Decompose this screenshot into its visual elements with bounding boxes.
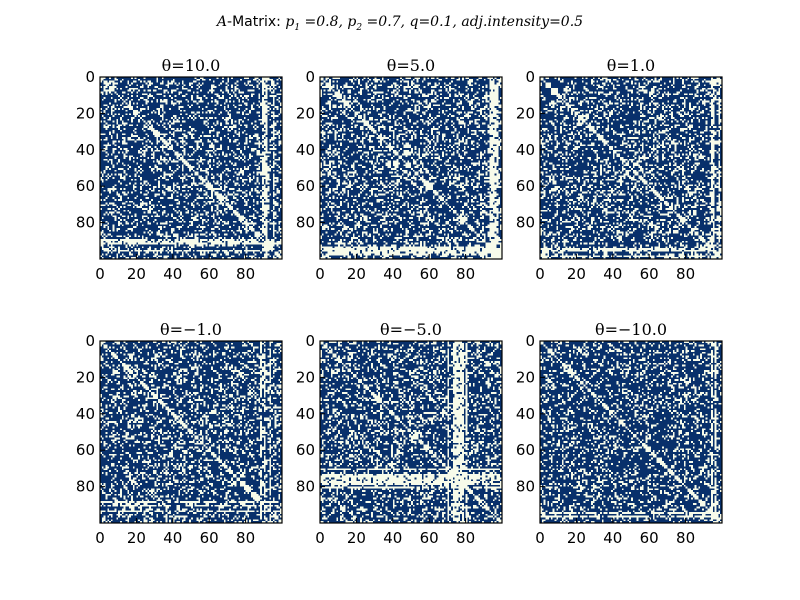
figure-title: A-Matrix: p1 =0.8, p2 =0.7, q=0.1, adj.i…	[215, 14, 583, 33]
x-tick-label: 20	[127, 529, 146, 547]
y-tick-label: 20	[76, 104, 95, 122]
x-tick-label: 80	[676, 265, 695, 283]
y-tick-label: 80	[516, 478, 535, 496]
x-tick-label: 60	[200, 265, 219, 283]
y-tick-label: 80	[76, 214, 95, 232]
title-param-value: =0.1,	[418, 14, 461, 30]
title-param-value: =0.7,	[362, 14, 409, 30]
subplot-grid: θ=10.0 0 20 40 60 80 0 20 40 60 80 θ=5.0 0 20 40 60 80 0 2…	[76, 56, 723, 547]
title-param-symbol: p	[285, 14, 294, 30]
heatmap-cells	[100, 77, 282, 259]
y-tick-label: 0	[85, 332, 95, 350]
y-tick-label: 20	[516, 104, 535, 122]
heatmap-cells	[320, 77, 502, 259]
axes-frame	[319, 340, 503, 524]
title-param-subscript: 1	[294, 23, 300, 33]
x-tick-label: 80	[236, 529, 255, 547]
y-tick-label: 40	[296, 405, 315, 423]
y-tick-label: 40	[76, 141, 95, 159]
subplot-panel: θ=1.0 0 20 40 60 80 0 20 40 60 80	[516, 56, 723, 283]
heatmap-cells	[320, 341, 502, 523]
x-tick-label: 60	[640, 529, 659, 547]
x-tick-label: 0	[95, 529, 105, 547]
subplot-title: θ=5.0	[387, 56, 435, 75]
y-tick-label: 80	[516, 214, 535, 232]
axes-frame	[319, 76, 503, 260]
axes-frame	[539, 340, 723, 524]
y-tick-label: 60	[296, 441, 315, 459]
x-tick-label: 60	[640, 265, 659, 283]
x-tick-label: 0	[535, 529, 545, 547]
heatmap-cells	[540, 77, 722, 259]
title-param-value: =0.8,	[300, 14, 347, 30]
subplot-panel: θ=10.0 0 20 40 60 80 0 20 40 60 80	[76, 56, 283, 283]
y-tick-label: 40	[516, 141, 535, 159]
title-param-symbol: p	[347, 14, 356, 30]
x-tick-label: 40	[383, 265, 402, 283]
title-matrix-label: -Matrix:	[227, 14, 285, 30]
x-tick-label: 0	[315, 529, 325, 547]
y-tick-label: 40	[76, 405, 95, 423]
x-tick-label: 0	[315, 265, 325, 283]
y-tick-label: 20	[296, 104, 315, 122]
subplot-panel: θ=−1.0 0 20 40 60 80 0 20 40 60 80	[76, 320, 283, 547]
x-tick-label: 80	[676, 529, 695, 547]
x-tick-label: 40	[383, 529, 402, 547]
y-tick-label: 60	[76, 441, 95, 459]
x-tick-label: 20	[567, 265, 586, 283]
y-tick-label: 0	[305, 332, 315, 350]
x-tick-label: 40	[603, 265, 622, 283]
y-tick-label: 80	[296, 214, 315, 232]
x-tick-label: 60	[420, 265, 439, 283]
y-tick-label: 80	[296, 478, 315, 496]
title-param-symbol: adj.intensity	[461, 14, 550, 30]
y-tick-label: 60	[516, 177, 535, 195]
y-tick-label: 0	[525, 332, 535, 350]
axes-frame	[99, 340, 283, 524]
title-param-subscript: 2	[355, 23, 362, 33]
y-tick-label: 60	[296, 177, 315, 195]
y-tick-label: 20	[296, 368, 315, 386]
x-tick-label: 20	[567, 529, 586, 547]
y-tick-label: 80	[76, 478, 95, 496]
title-matrix-symbol: A	[215, 14, 227, 30]
y-tick-label: 0	[525, 68, 535, 86]
y-tick-label: 40	[296, 141, 315, 159]
x-tick-label: 0	[95, 265, 105, 283]
y-tick-label: 0	[305, 68, 315, 86]
x-tick-label: 20	[347, 529, 366, 547]
subplot-panel: θ=−10.0 0 20 40 60 80 0 20 40 60 80	[516, 320, 723, 547]
x-tick-label: 20	[127, 265, 146, 283]
subplot-panel: θ=−5.0 0 20 40 60 80 0 20 40 60 80	[296, 320, 503, 547]
y-tick-label: 20	[516, 368, 535, 386]
axes-frame	[539, 76, 723, 260]
x-tick-label: 80	[456, 529, 475, 547]
x-tick-label: 80	[236, 265, 255, 283]
y-tick-label: 0	[85, 68, 95, 86]
y-tick-label: 60	[516, 441, 535, 459]
title-param-value: =0.5	[549, 14, 583, 30]
y-tick-label: 20	[76, 368, 95, 386]
title-param-symbol: q	[409, 14, 418, 30]
heatmap-cells	[540, 341, 722, 523]
x-tick-label: 80	[456, 265, 475, 283]
subplot-title: θ=1.0	[607, 56, 655, 75]
heatmap-cells	[100, 341, 282, 523]
subplot-title: θ=−10.0	[595, 320, 667, 339]
subplot-title: θ=−1.0	[160, 320, 222, 339]
subplot-panel: θ=5.0 0 20 40 60 80 0 20 40 60 80	[296, 56, 503, 283]
x-tick-label: 40	[603, 529, 622, 547]
x-tick-label: 60	[420, 529, 439, 547]
subplot-title: θ=10.0	[162, 56, 221, 75]
x-tick-label: 0	[535, 265, 545, 283]
x-tick-label: 40	[163, 529, 182, 547]
y-tick-label: 40	[516, 405, 535, 423]
axes-frame	[99, 76, 283, 260]
subplot-title: θ=−5.0	[380, 320, 442, 339]
y-tick-label: 60	[76, 177, 95, 195]
x-tick-label: 40	[163, 265, 182, 283]
x-tick-label: 20	[347, 265, 366, 283]
x-tick-label: 60	[200, 529, 219, 547]
